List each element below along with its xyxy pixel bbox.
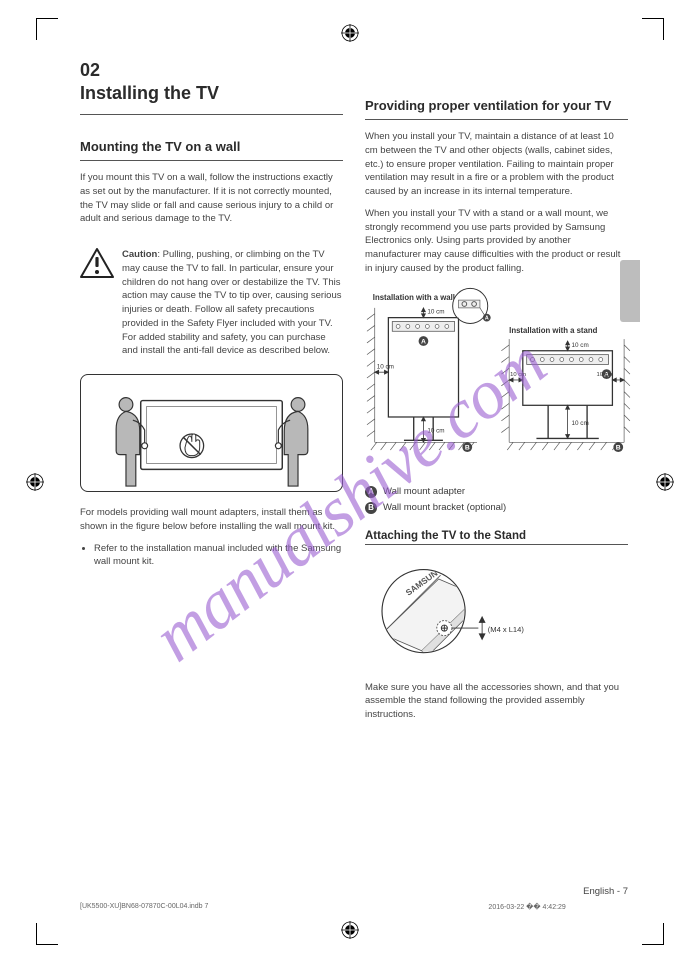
section-title: Installing the TV <box>80 83 343 104</box>
svg-text:10 cm: 10 cm <box>377 363 394 370</box>
left-bullet-1: Refer to the installation manual include… <box>94 542 343 570</box>
right-p3: Make sure you have all the accessories s… <box>365 681 628 722</box>
svg-text:A: A <box>421 338 426 345</box>
footer-stamp: 2016-03-22 �� 4:42:29 <box>488 903 565 911</box>
closeup-illustration: SAMSUNG (M4 x L14) <box>365 553 628 673</box>
svg-text:A: A <box>485 315 489 321</box>
rule-left-sub <box>80 160 343 161</box>
crop-mark-br <box>642 923 664 945</box>
right-subhead: Providing proper ventilation for your TV <box>365 98 628 113</box>
registration-mark-bottom <box>341 921 359 939</box>
svg-text:10 cm: 10 cm <box>427 308 444 315</box>
svg-text:10 cm: 10 cm <box>572 419 589 426</box>
right-p2: When you install your TV with a stand or… <box>365 207 628 276</box>
page-number: English - 7 <box>583 886 628 897</box>
key-a: AWall mount adapter <box>365 486 628 498</box>
svg-text:B: B <box>616 444 621 451</box>
registration-mark-right <box>656 473 674 491</box>
section-number: 02 <box>80 60 343 81</box>
rule-right-sub2 <box>365 544 628 545</box>
rule-right-sub <box>365 119 628 120</box>
key-a-label: Wall mount adapter <box>383 486 465 497</box>
left-bullets: Refer to the installation manual include… <box>80 542 343 576</box>
key-b-label: Wall mount bracket (optional) <box>383 502 506 513</box>
left-column: 02 Installing the TV Mounting the TV on … <box>80 60 343 903</box>
svg-text:10 cm: 10 cm <box>510 372 526 378</box>
registration-mark-left <box>26 473 44 491</box>
rule-h1 <box>80 114 343 115</box>
registration-mark-top <box>341 24 359 42</box>
left-p2: For models providing wall mount adapters… <box>80 506 343 534</box>
caution-text: Caution: Pulling, pushing, or climbing o… <box>122 248 343 358</box>
right-sub2: Attaching the TV to the Stand <box>365 530 628 542</box>
caution-block: Caution: Pulling, pushing, or climbing o… <box>80 248 343 366</box>
svg-text:B: B <box>465 444 470 451</box>
right-p1: When you install your TV, maintain a dis… <box>365 130 628 199</box>
svg-text:(M4 x L14): (M4 x L14) <box>488 625 525 634</box>
crop-mark-bl <box>36 923 58 945</box>
crop-mark-tr <box>642 18 664 40</box>
page-content: 02 Installing the TV Mounting the TV on … <box>80 60 628 903</box>
left-subhead: Mounting the TV on a wall <box>80 139 343 154</box>
crop-mark-tl <box>36 18 58 40</box>
carry-illustration <box>80 374 343 492</box>
key-b: BWall mount bracket (optional) <box>365 502 628 514</box>
right-column: Providing proper ventilation for your TV… <box>365 60 628 903</box>
svg-text:10 cm: 10 cm <box>427 427 444 434</box>
svg-text:10 cm: 10 cm <box>597 372 613 378</box>
left-p1: If you mount this TV on a wall, follow t… <box>80 171 343 226</box>
svg-text:10 cm: 10 cm <box>572 342 589 349</box>
ventilation-diagram: Installation with a wall mount <box>365 284 628 474</box>
footer-file: [UK5500-XU]BN68-07870C-00L04.indb 7 <box>80 903 208 911</box>
footer-strip: [UK5500-XU]BN68-07870C-00L04.indb 7 2016… <box>80 903 566 911</box>
svg-text:Installation with a stand: Installation with a stand <box>509 326 597 335</box>
warning-icon <box>80 248 114 281</box>
